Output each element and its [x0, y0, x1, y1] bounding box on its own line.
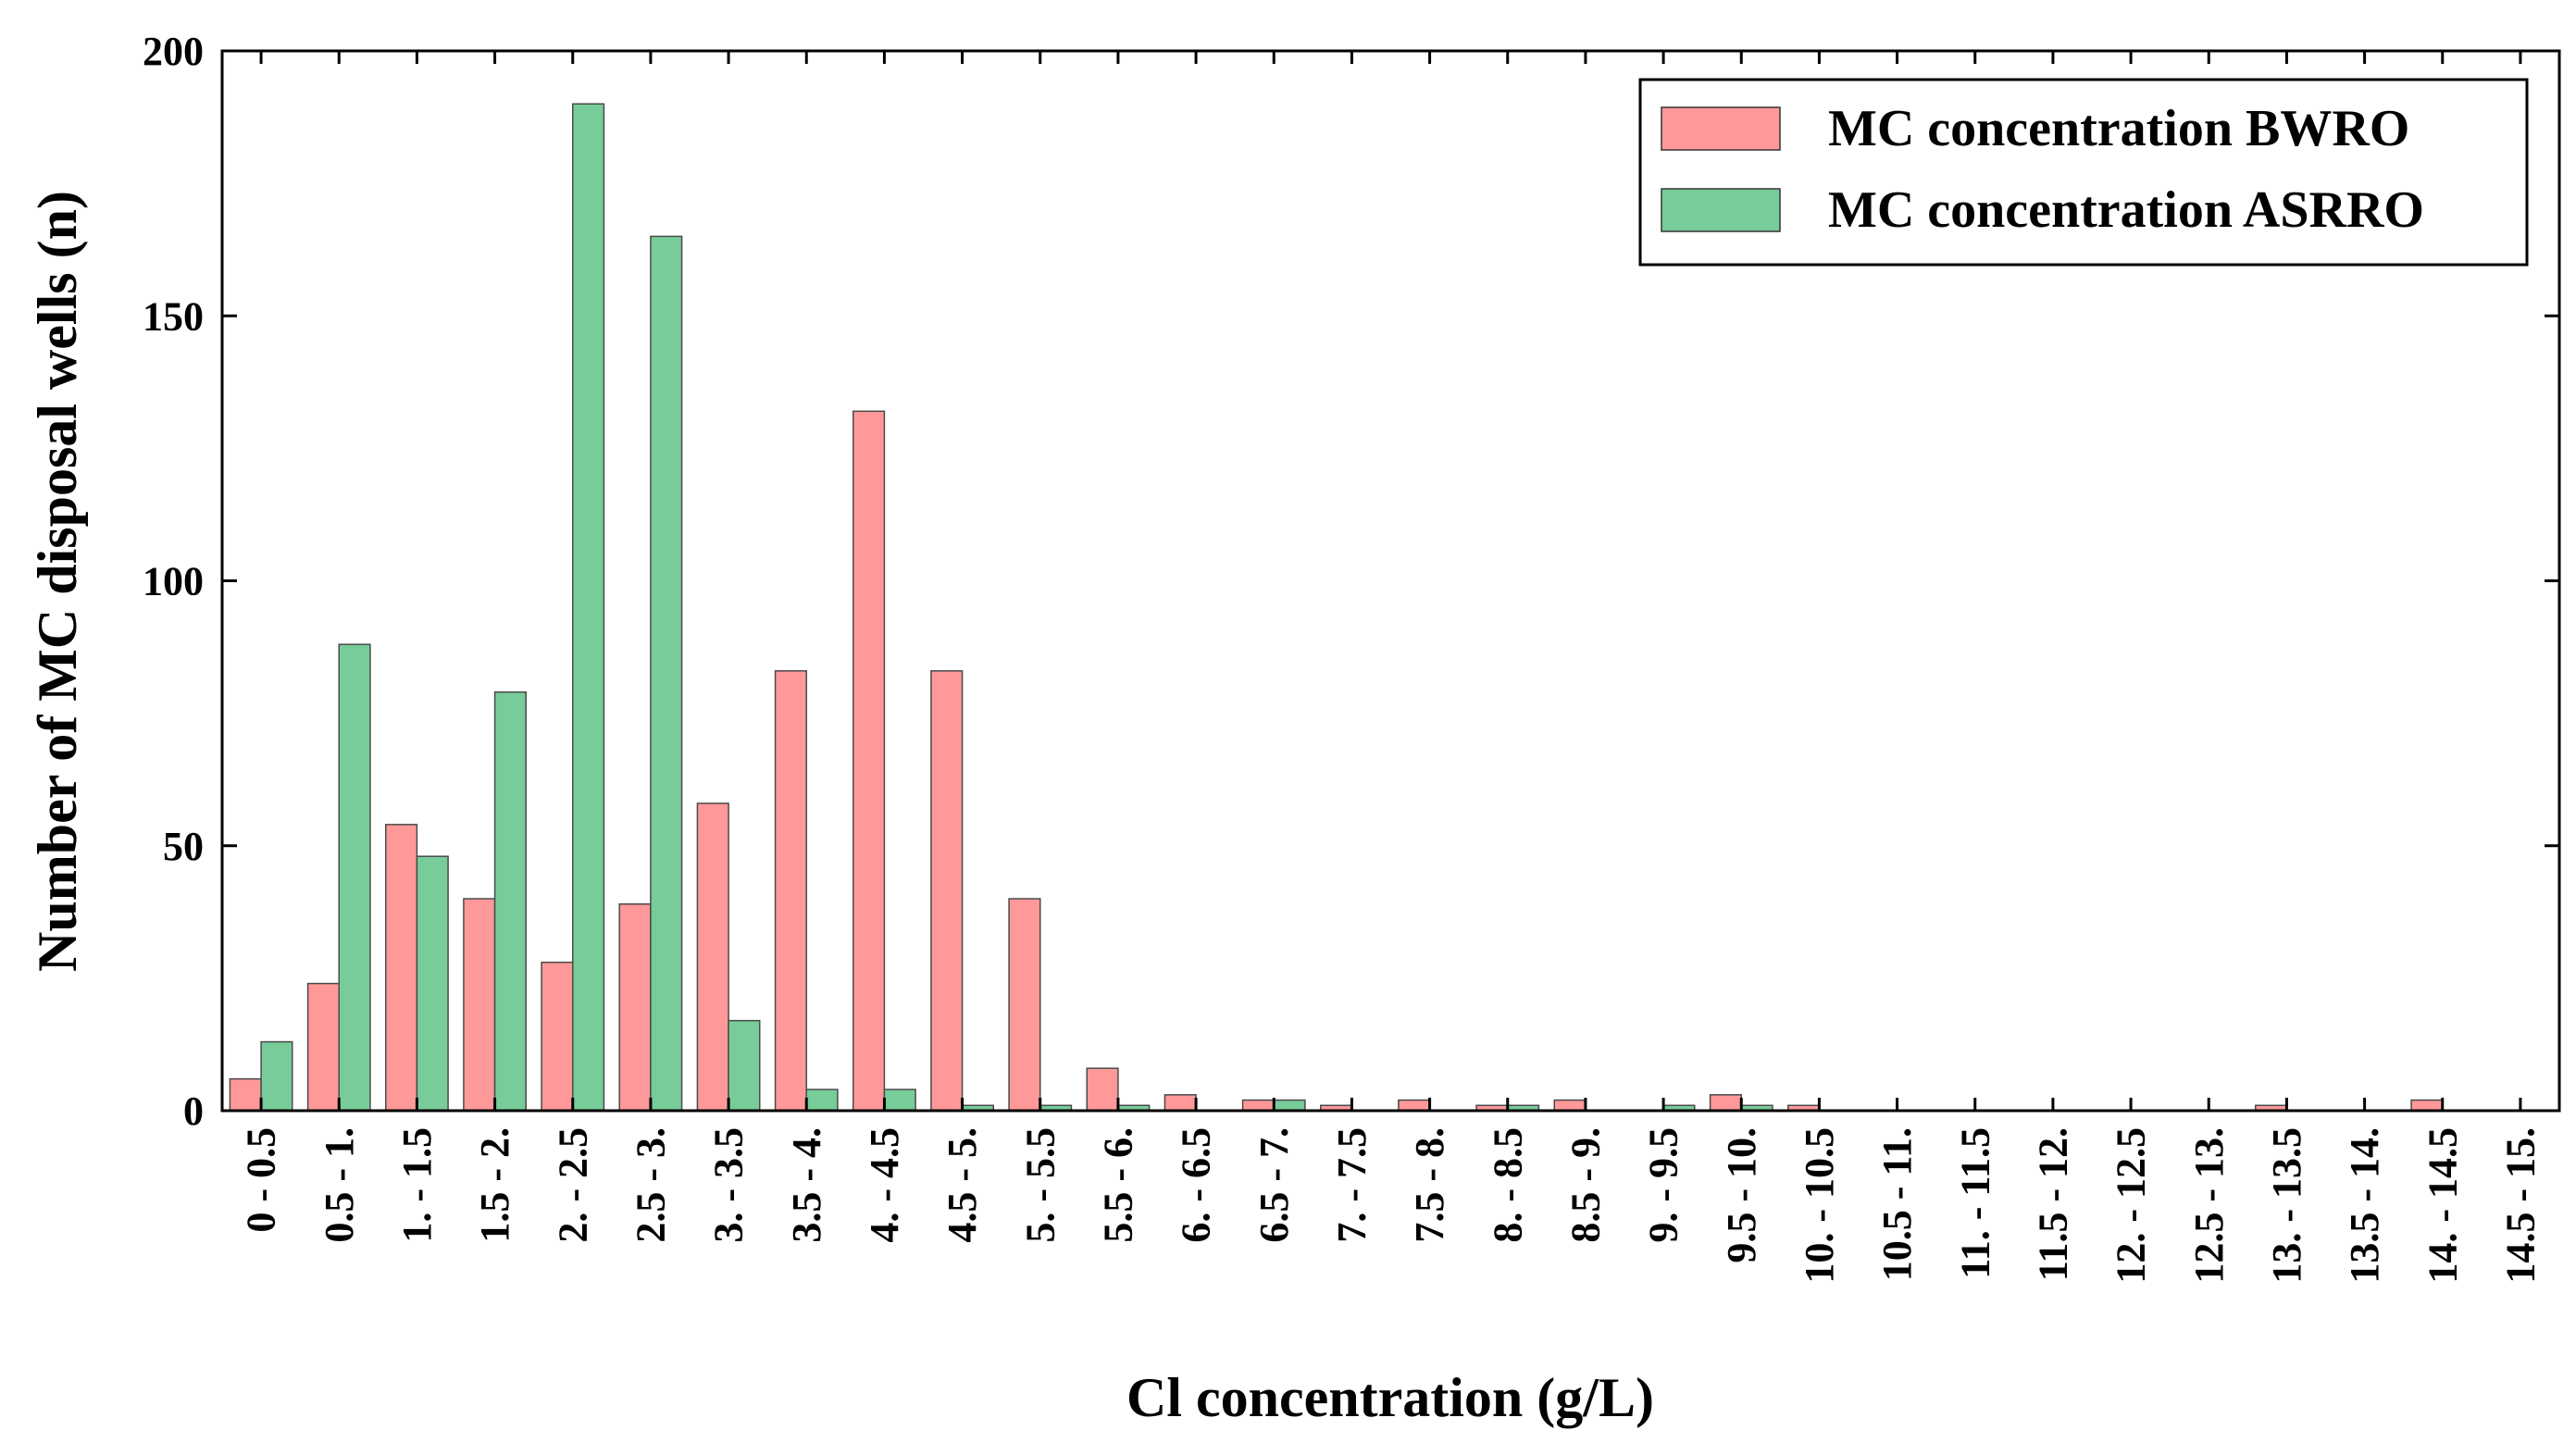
x-tick-label-10: 5. - 5.5	[1017, 1127, 1063, 1243]
x-tick-label-21: 10.5 - 11.	[1874, 1127, 1920, 1281]
x-tick-label-13: 6.5 - 7.	[1251, 1127, 1297, 1243]
bar-bwro-0	[229, 1077, 262, 1112]
x-tick-label-25: 12.5 - 13.	[2186, 1127, 2232, 1284]
x-tick-label-26: 13. - 13.5	[2264, 1127, 2309, 1284]
legend-label-asrro: MC concentration ASRRO	[1828, 181, 2424, 239]
bar-asrro-13	[1273, 1099, 1306, 1112]
x-tick-label-17: 8.5 - 9.	[1562, 1127, 1608, 1243]
bar-bwro-7	[774, 670, 808, 1112]
x-tick-label-4: 2. - 2.5	[550, 1127, 595, 1243]
y-tick-label-4: 200	[143, 29, 204, 74]
bar-asrro-5	[650, 235, 683, 1112]
plot-frame	[220, 49, 2561, 1113]
bar-bwro-12	[1164, 1094, 1197, 1112]
x-tick-label-3: 1.5 - 2.	[472, 1127, 517, 1243]
bar-bwro-11	[1086, 1067, 1119, 1112]
legend: MC concentration BWRO MC concentration A…	[1638, 78, 2529, 267]
bar-bwro-6	[696, 802, 729, 1112]
y-axis-title: Number of MC disposal wells (n)	[27, 191, 88, 972]
bar-bwro-15	[1398, 1099, 1431, 1112]
x-tick-label-0: 0 - 0.5	[239, 1127, 284, 1233]
bar-bwro-5	[618, 902, 652, 1112]
bar-bwro-10	[1008, 898, 1041, 1112]
x-tick-label-6: 3. - 3.5	[706, 1127, 752, 1243]
x-tick-label-2: 1. - 1.5	[394, 1127, 440, 1243]
x-tick-label-7: 3.5 - 4.	[784, 1127, 829, 1243]
bar-asrro-3	[493, 690, 528, 1112]
bar-bwro-9	[930, 670, 964, 1112]
x-tick-label-24: 12. - 12.5	[2109, 1127, 2154, 1284]
x-tick-label-27: 13.5 - 14.	[2342, 1127, 2387, 1284]
bar-bwro-3	[463, 898, 496, 1112]
bar-bwro-17	[1553, 1099, 1587, 1112]
x-tick-label-9: 4.5 - 5.	[940, 1127, 985, 1243]
x-tick-label-16: 8. - 8.5	[1485, 1127, 1530, 1243]
x-tick-label-15: 7.5 - 8.	[1407, 1127, 1452, 1243]
x-tick-label-12: 6. - 6.5	[1174, 1127, 1219, 1243]
bar-asrro-1	[338, 643, 371, 1112]
x-tick-label-11: 5.5 - 6.	[1095, 1127, 1140, 1243]
x-tick-label-14: 7. - 7.5	[1329, 1127, 1375, 1243]
bar-bwro-19	[1709, 1094, 1742, 1112]
x-tick-label-22: 11. - 11.5	[1952, 1127, 1997, 1279]
bar-bwro-4	[541, 961, 574, 1112]
bar-bwro-28	[2410, 1099, 2444, 1112]
x-tick-label-28: 14. - 14.5	[2420, 1127, 2465, 1284]
y-tick-label-2: 100	[143, 559, 204, 604]
x-tick-label-23: 11.5 - 12.	[2030, 1127, 2075, 1281]
bar-asrro-4	[572, 103, 605, 1112]
x-tick-label-19: 9.5 - 10.	[1719, 1127, 1764, 1263]
legend-swatch-asrro	[1661, 188, 1781, 232]
bar-asrro-7	[805, 1088, 839, 1112]
bar-bwro-13	[1241, 1099, 1275, 1112]
legend-swatch-bwro	[1661, 106, 1781, 151]
y-tick-label-1: 50	[163, 824, 204, 869]
x-axis-title: Cl concentration (g/L)	[1126, 1367, 1654, 1428]
bar-bwro-1	[306, 982, 340, 1112]
legend-box	[1638, 78, 2529, 267]
x-tick-label-5: 2.5 - 3.	[628, 1127, 673, 1243]
bar-bwro-8	[852, 410, 886, 1112]
y-tick-label-0: 0	[183, 1088, 204, 1134]
x-tick-label-8: 4. - 4.5	[862, 1127, 907, 1243]
bars-layer	[229, 103, 2444, 1112]
legend-label-bwro: MC concentration BWRO	[1828, 100, 2409, 157]
bar-asrro-0	[260, 1040, 293, 1112]
x-tick-label-29: 14.5 - 15.	[2497, 1127, 2543, 1284]
x-tick-label-1: 0.5 - 1.	[317, 1127, 362, 1243]
bar-bwro-2	[385, 824, 418, 1112]
x-tick-label-20: 10. - 10.5	[1797, 1127, 1842, 1284]
bar-asrro-2	[416, 855, 449, 1112]
x-axis-ticks: 0 - 0.5 0.5 - 1. 1. - 1.5 1.5 - 2. 2. - 2.5 2…	[239, 51, 2543, 1284]
x-tick-label-18: 9. - 9.5	[1641, 1127, 1686, 1243]
bar-asrro-6	[728, 1019, 761, 1112]
bar-asrro-8	[883, 1088, 916, 1112]
y-tick-label-3: 150	[143, 293, 204, 339]
